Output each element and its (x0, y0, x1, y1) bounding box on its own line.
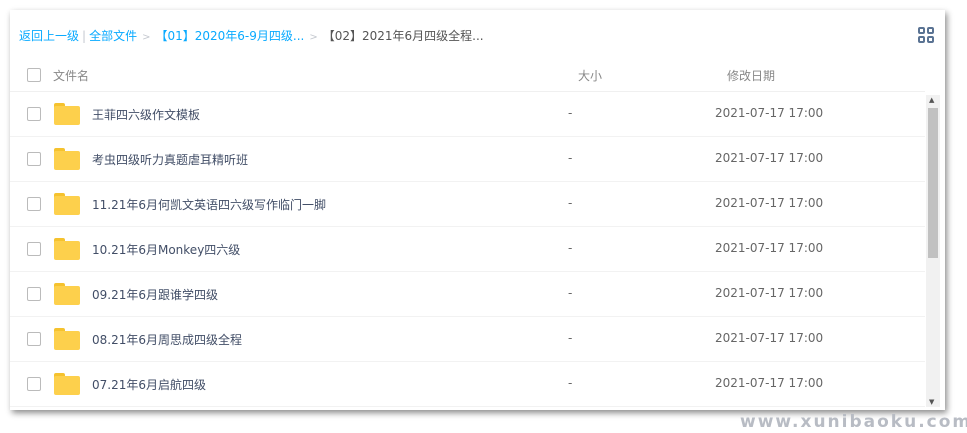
folder-icon (54, 193, 80, 215)
row-checkbox[interactable] (27, 242, 41, 256)
scroll-down-icon[interactable]: ▼ (929, 398, 935, 406)
folder-icon (54, 103, 80, 125)
back-link[interactable]: 返回上一级 (19, 29, 80, 43)
folder-icon (54, 238, 80, 260)
file-row[interactable]: 07.21年6月启航四级 - 2021-07-17 17:00 (10, 362, 925, 407)
file-name[interactable]: 07.21年6月启航四级 (92, 378, 206, 392)
folder-icon (54, 148, 80, 170)
scrollbar[interactable]: ▲ ▼ (926, 95, 940, 407)
file-date: 2021-07-17 17:00 (715, 151, 824, 165)
folder-icon (54, 373, 80, 395)
chevron-icon: > (309, 32, 318, 43)
file-name[interactable]: 09.21年6月跟谁学四级 (92, 288, 218, 302)
header-name[interactable]: 文件名 (53, 69, 90, 83)
file-date: 2021-07-17 17:00 (715, 331, 824, 345)
watermark: www.xunibaoku.com (740, 412, 967, 432)
row-checkbox[interactable] (27, 377, 41, 391)
file-date: 2021-07-17 17:00 (715, 106, 824, 120)
header-size[interactable]: 大小 (578, 69, 603, 83)
file-date: 2021-07-17 17:00 (715, 241, 824, 255)
file-row[interactable]: 王菲四六级作文模板 - 2021-07-17 17:00 (10, 92, 925, 137)
breadcrumb: 返回上一级 | 全部文件 > 【01】2020年6-9月四级... > 【02】2021年6… (19, 27, 484, 44)
scroll-up-icon[interactable]: ▲ (929, 96, 935, 104)
row-checkbox[interactable] (27, 287, 41, 301)
level1-link[interactable]: 【01】2020年6-9月四级... (155, 29, 305, 43)
folder-icon (54, 283, 80, 305)
scrollbar-thumb[interactable] (928, 108, 938, 258)
file-size: - (568, 331, 573, 345)
file-size: - (568, 106, 573, 120)
file-size: - (568, 376, 573, 390)
chevron-icon: > (142, 32, 151, 43)
file-row[interactable]: 10.21年6月Monkey四六级 - 2021-07-17 17:00 (10, 227, 925, 272)
row-checkbox[interactable] (27, 197, 41, 211)
file-date: 2021-07-17 17:00 (715, 376, 824, 390)
row-checkbox[interactable] (27, 107, 41, 121)
current-folder: 【02】2021年6月四级全程... (322, 29, 484, 43)
file-row[interactable]: 考虫四级听力真题虐耳精听班 - 2021-07-17 17:00 (10, 137, 925, 182)
file-name[interactable]: 考虫四级听力真题虐耳精听班 (92, 153, 249, 167)
file-name[interactable]: 10.21年6月Monkey四六级 (92, 243, 241, 257)
file-name[interactable]: 08.21年6月周思成四级全程 (92, 333, 242, 347)
file-date: 2021-07-17 17:00 (715, 196, 824, 210)
table-header: 文件名 大小 修改日期 (10, 62, 925, 92)
file-name[interactable]: 11.21年6月何凯文英语四六级写作临门一脚 (92, 198, 326, 212)
file-size: - (568, 286, 573, 300)
all-files-link[interactable]: 全部文件 (89, 29, 138, 43)
file-name[interactable]: 王菲四六级作文模板 (92, 108, 201, 122)
file-list: 王菲四六级作文模板 - 2021-07-17 17:00 考虫四级听力真题虐耳精听班 -… (10, 92, 925, 407)
file-row[interactable]: 09.21年6月跟谁学四级 - 2021-07-17 17:00 (10, 272, 925, 317)
row-checkbox[interactable] (27, 152, 41, 166)
file-row[interactable]: 11.21年6月何凯文英语四六级写作临门一脚 - 2021-07-17 17:00 (10, 182, 925, 227)
file-size: - (568, 151, 573, 165)
file-size: - (568, 196, 573, 210)
select-all-checkbox[interactable] (27, 68, 41, 82)
file-browser: 返回上一级 | 全部文件 > 【01】2020年6-9月四级... > 【02】2021年6… (10, 10, 945, 410)
file-date: 2021-07-17 17:00 (715, 286, 824, 300)
divider: | (82, 29, 87, 43)
grid-view-icon[interactable] (918, 27, 934, 43)
file-size: - (568, 241, 573, 255)
folder-icon (54, 328, 80, 350)
header-date[interactable]: 修改日期 (727, 69, 776, 83)
file-row[interactable]: 08.21年6月周思成四级全程 - 2021-07-17 17:00 (10, 317, 925, 362)
row-checkbox[interactable] (27, 332, 41, 346)
